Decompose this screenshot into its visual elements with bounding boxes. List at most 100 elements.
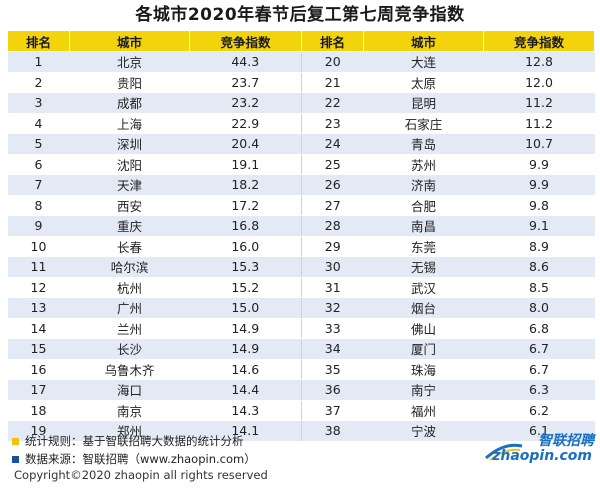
cell-city-right: 苏州 <box>363 154 484 175</box>
cell-city-left: 深圳 <box>69 133 190 155</box>
cell-rank-left: 18 <box>7 400 70 421</box>
table-row: 15 长沙 14.9 34 厦门 6.7 <box>7 338 595 360</box>
cell-city-left: 长春 <box>69 236 190 257</box>
cell-city-right: 无锡 <box>363 256 484 278</box>
cell-index-left: 16.8 <box>189 215 302 237</box>
cell-rank-left: 19 <box>7 420 70 442</box>
cell-city-left: 长沙 <box>69 338 190 360</box>
table-row: 17 海口 14.4 36 南宁 6.3 <box>7 379 595 401</box>
footnotes: 统计规则：基于智联招聘大数据的统计分析 数据来源：智联招聘（www.zhaopi… <box>10 432 430 468</box>
note-source: 数据来源：智联招聘（www.zhaopin.com） <box>10 450 430 468</box>
cell-index-right: 8.0 <box>483 297 595 319</box>
table-row: 10 长春 16.0 29 东莞 8.9 <box>7 236 595 257</box>
cell-rank-left: 12 <box>7 277 70 298</box>
table-row: 11 哈尔滨 15.3 30 无锡 8.6 <box>7 256 595 278</box>
cell-index-right: 9.9 <box>483 154 595 175</box>
cell-index-right: 9.9 <box>483 174 595 196</box>
cell-index-right: 6.1 <box>483 420 595 442</box>
cell-city-right: 合肥 <box>363 195 484 216</box>
cell-city-left: 海口 <box>69 379 190 401</box>
cell-rank-right: 37 <box>301 400 364 421</box>
cell-index-right: 6.2 <box>483 400 595 421</box>
cell-rank-left: 5 <box>7 133 70 155</box>
table-row: 9 重庆 16.8 28 南昌 9.1 <box>7 215 595 237</box>
header-index-right: 竞争指数 <box>483 30 595 52</box>
cell-rank-right: 36 <box>301 379 364 401</box>
cell-city-right: 石家庄 <box>363 113 484 134</box>
note-rule: 统计规则：基于智联招聘大数据的统计分析 <box>10 432 430 450</box>
cell-rank-right: 31 <box>301 277 364 298</box>
cell-index-left: 23.7 <box>189 72 302 93</box>
cell-rank-left: 3 <box>7 92 70 114</box>
logo-en-text: zhaopin.com <box>492 448 592 464</box>
cell-city-right: 青岛 <box>363 133 484 155</box>
table-row: 1 北京 44.3 20 大连 12.8 <box>7 51 595 73</box>
note-rule-text: 统计规则：基于智联招聘大数据的统计分析 <box>25 434 244 448</box>
cell-index-left: 23.2 <box>189 92 302 114</box>
cell-index-left: 14.6 <box>189 359 302 380</box>
header-rank-right: 排名 <box>301 30 364 52</box>
table-row: 7 天津 18.2 26 济南 9.9 <box>7 174 595 196</box>
cell-rank-right: 26 <box>301 174 364 196</box>
cell-rank-left: 7 <box>7 174 70 196</box>
yellow-square-icon <box>12 437 19 445</box>
table-row: 19 郑州 14.1 38 宁波 6.1 <box>7 420 595 442</box>
cell-index-right: 6.7 <box>483 359 595 380</box>
cell-index-right: 11.2 <box>483 113 595 134</box>
cell-rank-left: 9 <box>7 215 70 237</box>
cell-city-left: 乌鲁木齐 <box>69 359 190 380</box>
cell-rank-left: 1 <box>7 51 70 73</box>
cell-rank-right: 29 <box>301 236 364 257</box>
cell-city-right: 昆明 <box>363 92 484 114</box>
cell-rank-right: 22 <box>301 92 364 114</box>
cell-index-left: 14.4 <box>189 379 302 401</box>
note-source-text: 数据来源：智联招聘（www.zhaopin.com） <box>25 452 256 466</box>
cell-rank-right: 35 <box>301 359 364 380</box>
page-title: 各城市2020年春节后复工第七周竞争指数 <box>135 5 465 25</box>
cell-city-right: 福州 <box>363 400 484 421</box>
cell-rank-left: 16 <box>7 359 70 380</box>
table-row: 5 深圳 20.4 24 青岛 10.7 <box>7 133 595 155</box>
cell-index-right: 9.8 <box>483 195 595 216</box>
cell-rank-left: 17 <box>7 379 70 401</box>
cell-index-right: 8.5 <box>483 277 595 298</box>
cell-city-right: 东莞 <box>363 236 484 257</box>
cell-city-left: 郑州 <box>69 420 190 442</box>
blue-square-icon <box>12 455 19 463</box>
cell-city-right: 宁波 <box>363 420 484 442</box>
cell-rank-right: 25 <box>301 154 364 175</box>
cell-index-right: 6.3 <box>483 379 595 401</box>
cell-rank-left: 15 <box>7 338 70 360</box>
table-row: 14 兰州 14.9 33 佛山 6.8 <box>7 318 595 339</box>
cell-index-right: 9.1 <box>483 215 595 237</box>
cell-rank-left: 10 <box>7 236 70 257</box>
header-index-left: 竞争指数 <box>189 30 302 52</box>
table-row: 18 南京 14.3 37 福州 6.2 <box>7 400 595 421</box>
table-row: 16 乌鲁木齐 14.6 35 珠海 6.7 <box>7 359 595 380</box>
cell-rank-right: 20 <box>301 51 364 73</box>
cell-index-left: 22.9 <box>189 113 302 134</box>
cell-rank-right: 33 <box>301 318 364 339</box>
cell-rank-right: 32 <box>301 297 364 319</box>
cell-index-right: 12.8 <box>483 51 595 73</box>
cell-rank-left: 4 <box>7 113 70 134</box>
cell-city-right: 武汉 <box>363 277 484 298</box>
cell-city-left: 重庆 <box>69 215 190 237</box>
cell-rank-left: 13 <box>7 297 70 319</box>
cell-index-right: 6.8 <box>483 318 595 339</box>
cell-city-left: 沈阳 <box>69 154 190 175</box>
cell-index-right: 8.6 <box>483 256 595 278</box>
cell-index-left: 14.1 <box>189 420 302 442</box>
cell-index-left: 15.0 <box>189 297 302 319</box>
cell-rank-right: 27 <box>301 195 364 216</box>
cell-city-left: 杭州 <box>69 277 190 298</box>
cell-rank-right: 34 <box>301 338 364 360</box>
cell-index-left: 18.2 <box>189 174 302 196</box>
table-row: 3 成都 23.2 22 昆明 11.2 <box>7 92 595 114</box>
cell-city-right: 济南 <box>363 174 484 196</box>
cell-rank-left: 8 <box>7 195 70 216</box>
cell-city-right: 珠海 <box>363 359 484 380</box>
cell-city-left: 哈尔滨 <box>69 256 190 278</box>
cell-index-right: 10.7 <box>483 133 595 155</box>
cell-index-left: 15.3 <box>189 256 302 278</box>
